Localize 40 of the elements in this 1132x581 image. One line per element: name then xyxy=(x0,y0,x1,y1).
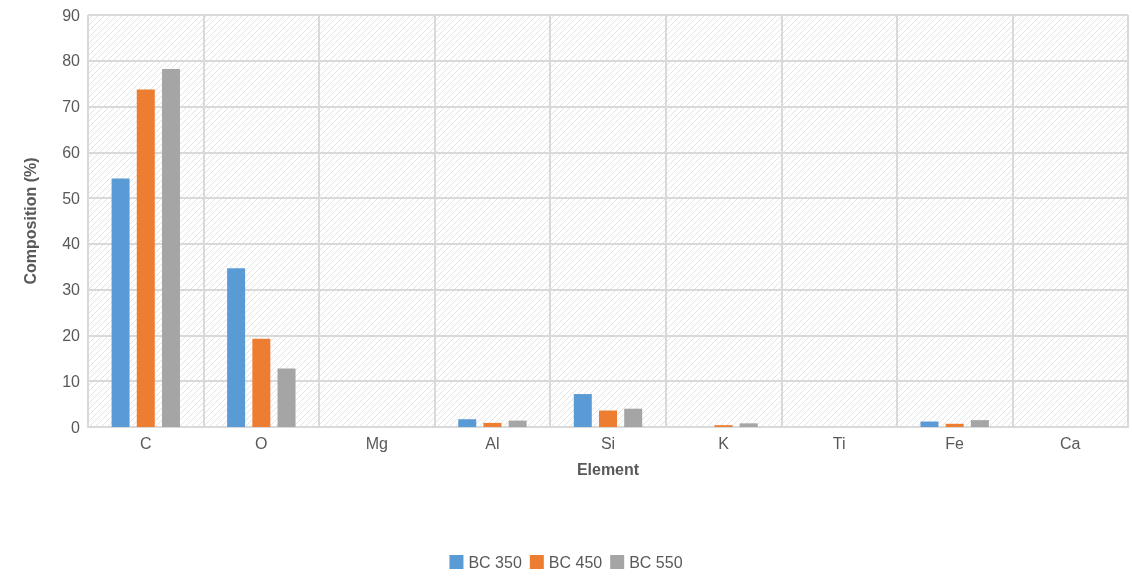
x-tick-label: Fe xyxy=(945,434,965,452)
x-tick-label: Ti xyxy=(832,434,846,452)
x-axis-title: Element xyxy=(576,460,640,478)
bar xyxy=(739,423,758,427)
bar xyxy=(483,422,502,427)
y-axis-title: Composition (%) xyxy=(21,157,39,285)
bar xyxy=(599,410,617,427)
bar xyxy=(161,69,180,427)
x-tick-label: Si xyxy=(600,434,616,452)
bar xyxy=(227,268,246,427)
legend-label: BC 550 xyxy=(629,553,683,571)
bar xyxy=(458,419,477,427)
bar xyxy=(573,394,592,427)
y-tick-label: 80 xyxy=(62,52,81,70)
bar xyxy=(252,338,271,427)
y-tick-label: 0 xyxy=(71,418,81,436)
x-tick-label: K xyxy=(718,434,730,452)
y-tick-label: 60 xyxy=(62,143,81,161)
y-tick-label: 10 xyxy=(62,372,81,390)
bar xyxy=(508,420,527,427)
x-tick-label: O xyxy=(255,434,268,452)
y-tick-label: 20 xyxy=(62,326,81,344)
y-tick-label: 40 xyxy=(62,235,81,253)
bar xyxy=(277,368,296,427)
x-tick-label: Mg xyxy=(365,434,389,452)
legend-label: BC 450 xyxy=(548,553,603,571)
bar xyxy=(970,420,989,427)
legend-label: BC 350 xyxy=(468,553,522,571)
x-tick-label: Ca xyxy=(1060,434,1081,452)
y-tick-label: 30 xyxy=(62,281,81,299)
x-tick-label: Al xyxy=(485,434,500,452)
x-tick-label: C xyxy=(140,434,152,452)
y-tick-label: 50 xyxy=(62,189,81,207)
bar xyxy=(111,178,130,427)
y-tick-label: 70 xyxy=(62,98,81,116)
bar xyxy=(920,421,939,427)
bar xyxy=(136,89,155,427)
y-tick-label: 90 xyxy=(62,6,81,24)
bar xyxy=(624,408,643,427)
bar xyxy=(945,423,964,427)
